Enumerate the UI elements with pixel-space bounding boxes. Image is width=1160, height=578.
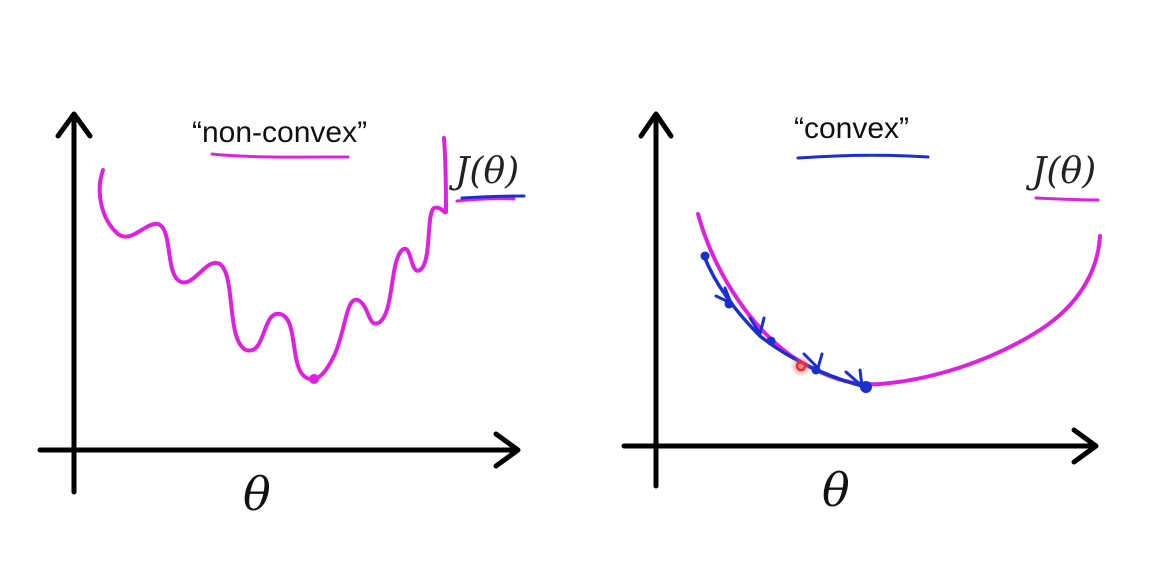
descent-arrow-tick — [844, 368, 864, 388]
csdn-watermark: CSDN @屿anglersking ' s THU — [911, 550, 1146, 569]
non-convex-title: “non-convex” — [192, 116, 367, 149]
non-convex-panel: “non-convex” J(θ) θ — [37, 111, 526, 521]
left-j-theta-label: J(θ) — [448, 151, 519, 192]
left-j-underline-blue — [460, 194, 526, 200]
gradient-descent-path — [700, 251, 872, 393]
right-x-arrowhead — [1071, 427, 1099, 465]
right-y-arrowhead — [638, 111, 674, 139]
non-convex-minimum-dot — [309, 374, 319, 384]
convex-title: “convex” — [794, 112, 909, 145]
convex-underline — [796, 153, 930, 160]
descent-step-dot — [766, 336, 776, 346]
convex-panel: “convex” J(θ) θ — [621, 111, 1102, 517]
left-j-underline-magenta — [455, 197, 516, 203]
right-j-theta-label: J(θ) — [1025, 151, 1096, 192]
descent-path-line — [702, 254, 868, 389]
non-convex-cost-curve — [97, 136, 448, 382]
left-x-arrowhead — [493, 431, 521, 469]
non-convex-underline — [210, 152, 350, 159]
start-point-marker — [795, 360, 807, 372]
left-theta-label: θ — [243, 467, 271, 521]
right-theta-label: θ — [822, 463, 850, 517]
descent-arrow-tick — [748, 316, 766, 336]
convex-cost-curve — [696, 212, 1102, 387]
right-j-underline — [1034, 196, 1100, 202]
descent-step-dot — [700, 251, 710, 261]
start-point-glow — [790, 355, 812, 377]
descent-arrow-tick — [714, 286, 733, 305]
left-y-arrowhead — [55, 111, 93, 139]
